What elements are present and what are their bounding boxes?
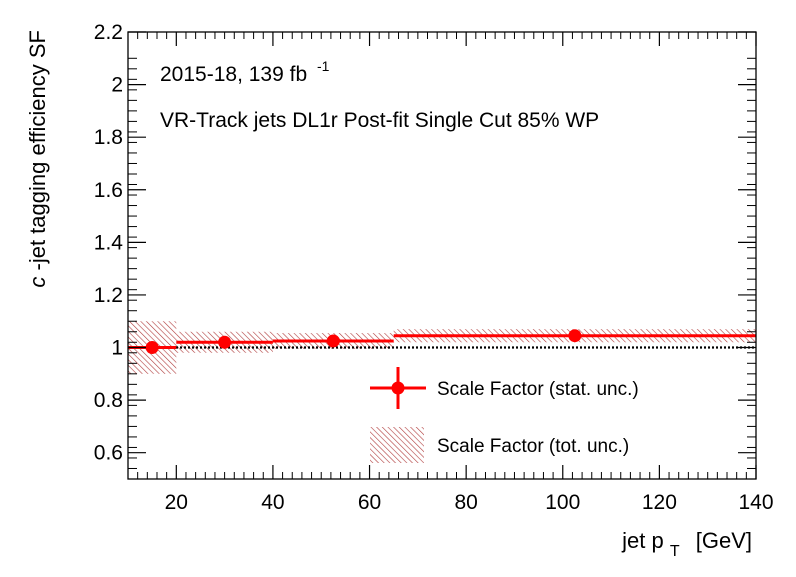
- y-axis-title-rest: -jet tagging efficiency SF: [25, 30, 50, 271]
- y-tick-label: 1.8: [94, 126, 123, 149]
- y-axis-ticks: 0.6 0.8 1 1.2 1.4 1.6 1.8 2 2.2: [94, 21, 756, 480]
- plot-background: [128, 32, 756, 479]
- x-tick-label: 80: [454, 491, 477, 514]
- y-tick-label: 2: [111, 74, 123, 97]
- x-tick-label: 60: [358, 491, 381, 514]
- data-point: [218, 335, 232, 349]
- legend: Scale Factor (stat. unc.) Scale Factor (…: [370, 367, 639, 463]
- x-tick-label: 140: [738, 491, 773, 514]
- data-point: [326, 334, 340, 348]
- legend-tot-swatch: [370, 427, 424, 463]
- x-tick-label: 20: [165, 491, 188, 514]
- annotation-luminosity: 2015-18, 139 fb -1: [160, 58, 330, 86]
- x-axis-ticks: 20 40 60 80 100 120 140: [137, 32, 774, 514]
- annotation-selection: VR-Track jets DL1r Post-fit Single Cut 8…: [160, 109, 599, 132]
- x-tick-label: 120: [642, 491, 677, 514]
- y-tick-label: 1.6: [94, 179, 123, 202]
- legend-stat-label: Scale Factor (stat. unc.): [437, 379, 639, 400]
- legend-stat-marker: [391, 381, 405, 395]
- y-axis-title-italic: c: [25, 277, 50, 288]
- plot-frame: [127, 31, 757, 480]
- legend-tot-label: Scale Factor (tot. unc.): [437, 436, 629, 457]
- x-axis-title: jet p T [GeV]: [621, 528, 752, 561]
- x-axis-title-unit: [GeV]: [696, 528, 752, 553]
- y-tick-label: 1: [111, 337, 123, 360]
- y-tick-label: 2.2: [94, 21, 123, 44]
- scale-factor-series: [128, 329, 756, 355]
- y-tick-label: 0.8: [94, 389, 123, 412]
- x-axis-title-subscript: T: [670, 543, 680, 560]
- y-tick-label: 1.2: [94, 284, 123, 307]
- data-point: [145, 341, 159, 355]
- y-axis-title: c -jet tagging efficiency SF: [25, 30, 50, 288]
- annotation-luminosity-exponent: -1: [317, 58, 330, 74]
- data-point: [568, 329, 582, 343]
- y-tick-label: 1.4: [94, 231, 124, 254]
- y-tick-label: 0.6: [94, 442, 123, 465]
- x-tick-label: 40: [261, 491, 284, 514]
- x-tick-label: 100: [545, 491, 580, 514]
